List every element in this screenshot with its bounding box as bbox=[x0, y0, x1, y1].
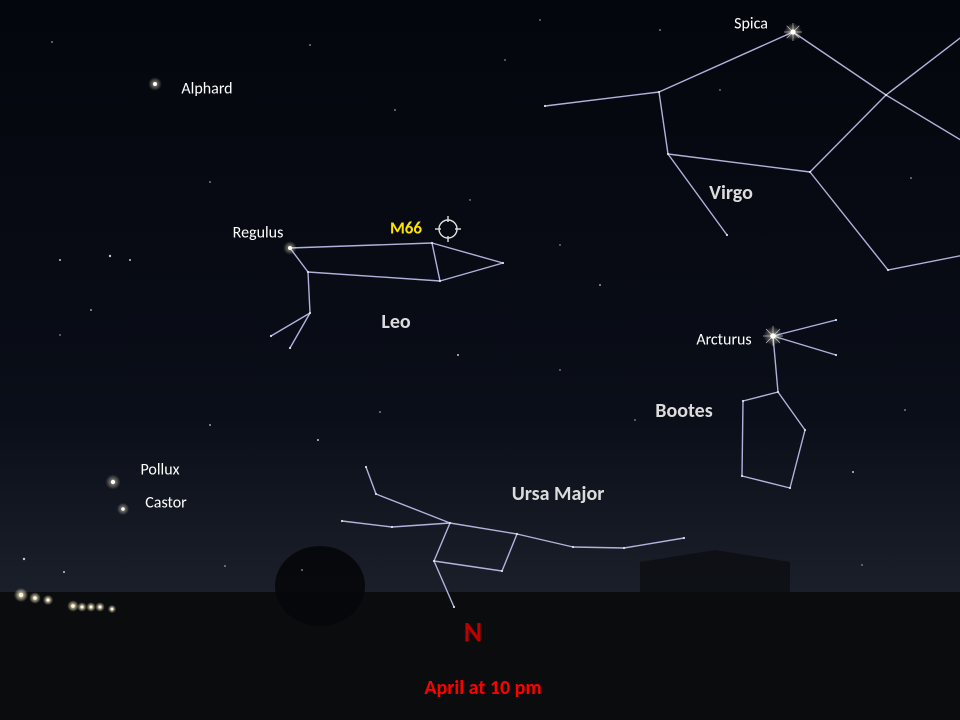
label-bootes: Bootes bbox=[655, 399, 712, 423]
label-regulus: Regulus bbox=[233, 224, 284, 243]
sky-svg bbox=[0, 0, 960, 720]
label-alphard: Alphard bbox=[181, 80, 232, 99]
sky-container: Alphard Regulus Pollux Castor Spica Arct… bbox=[0, 0, 960, 720]
label-m66: M66 bbox=[390, 218, 422, 239]
label-leo: Leo bbox=[381, 310, 410, 334]
label-spica: Spica bbox=[734, 15, 768, 34]
label-virgo: Virgo bbox=[709, 181, 753, 205]
label-pollux: Pollux bbox=[140, 461, 179, 480]
label-castor: Castor bbox=[145, 494, 187, 513]
label-arcturus: Arcturus bbox=[696, 331, 751, 350]
label-caption: April at 10 pm bbox=[424, 676, 541, 700]
label-ursa-major: Ursa Major bbox=[512, 482, 605, 506]
label-cardinal-n: N bbox=[464, 615, 482, 650]
